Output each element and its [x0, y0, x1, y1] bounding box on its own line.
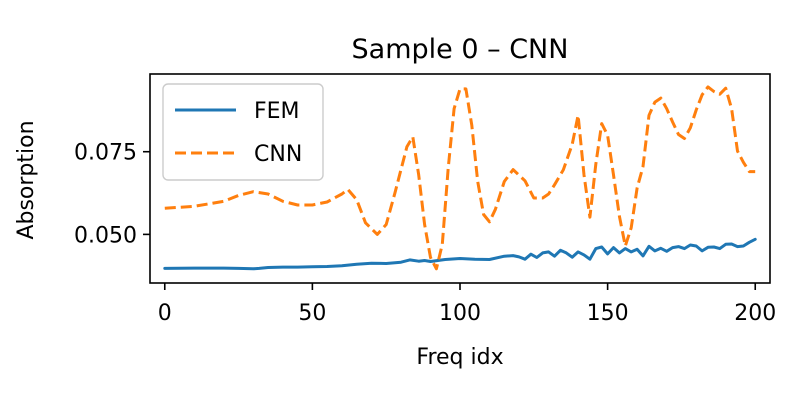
legend: FEM CNN: [162, 83, 324, 181]
legend-box: [162, 83, 324, 181]
legend-label-fem: FEM: [254, 99, 300, 124]
x-tick-label: 50: [298, 301, 326, 326]
x-tick-label: 0: [158, 301, 172, 326]
chart-title: Sample 0 – CNN: [352, 34, 569, 65]
y-axis-ticks: 0.050 0.075: [74, 141, 150, 248]
x-tick-label: 150: [587, 301, 629, 326]
x-axis-ticks: 0 50 100 150 200: [158, 283, 776, 326]
legend-label-cnn: CNN: [254, 142, 302, 167]
y-tick-label: 0.050: [74, 223, 137, 248]
y-tick-label: 0.075: [74, 141, 137, 166]
series-line-cnn: [164, 85, 756, 271]
series-layer: [163, 85, 757, 271]
x-tick-label: 100: [439, 301, 481, 326]
y-axis-label: Absorption: [14, 120, 39, 239]
series-line-fem: [163, 237, 757, 271]
x-tick-label: 200: [734, 301, 776, 326]
x-axis-label: Freq idx: [416, 345, 503, 370]
